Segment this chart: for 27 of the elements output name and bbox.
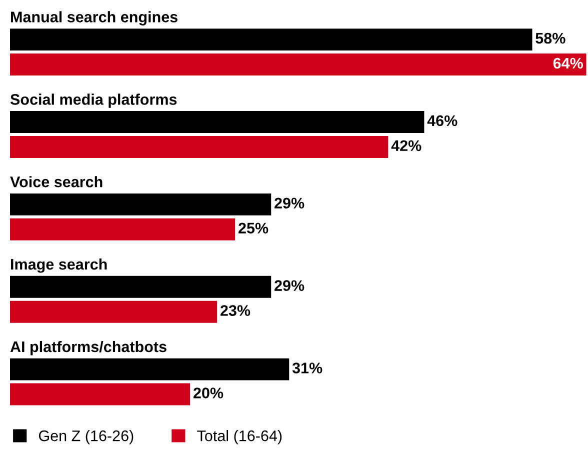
bar <box>10 358 290 380</box>
bar <box>10 276 272 298</box>
data-label: 29% <box>274 280 304 291</box>
bar <box>10 193 272 216</box>
y-tick-label: Manual search engines <box>11 11 178 26</box>
legend-label: Total (16-64) <box>197 430 282 444</box>
bar <box>10 136 388 158</box>
data-label: 23% <box>220 305 250 316</box>
data-label: 64% <box>553 58 583 69</box>
data-label: 58% <box>536 32 566 44</box>
y-tick-label: AI platforms/chatbots <box>10 340 166 356</box>
data-label: 46% <box>427 115 458 126</box>
data-label: 29% <box>274 198 304 209</box>
bar <box>10 111 424 133</box>
data-label: 31% <box>292 362 322 374</box>
legend-label: Gen Z (16-26) <box>38 430 134 444</box>
bar <box>10 383 190 406</box>
bar <box>10 28 532 51</box>
y-tick-label: Image search <box>11 258 107 273</box>
y-tick-label: Voice search <box>10 176 102 188</box>
bar <box>10 300 218 323</box>
data-label: 25% <box>238 222 268 234</box>
bar <box>10 54 586 76</box>
data-label: 42% <box>391 140 422 152</box>
bar <box>10 218 236 240</box>
y-tick-label: Social media platforms <box>10 94 177 108</box>
data-label: 20% <box>193 388 224 398</box>
